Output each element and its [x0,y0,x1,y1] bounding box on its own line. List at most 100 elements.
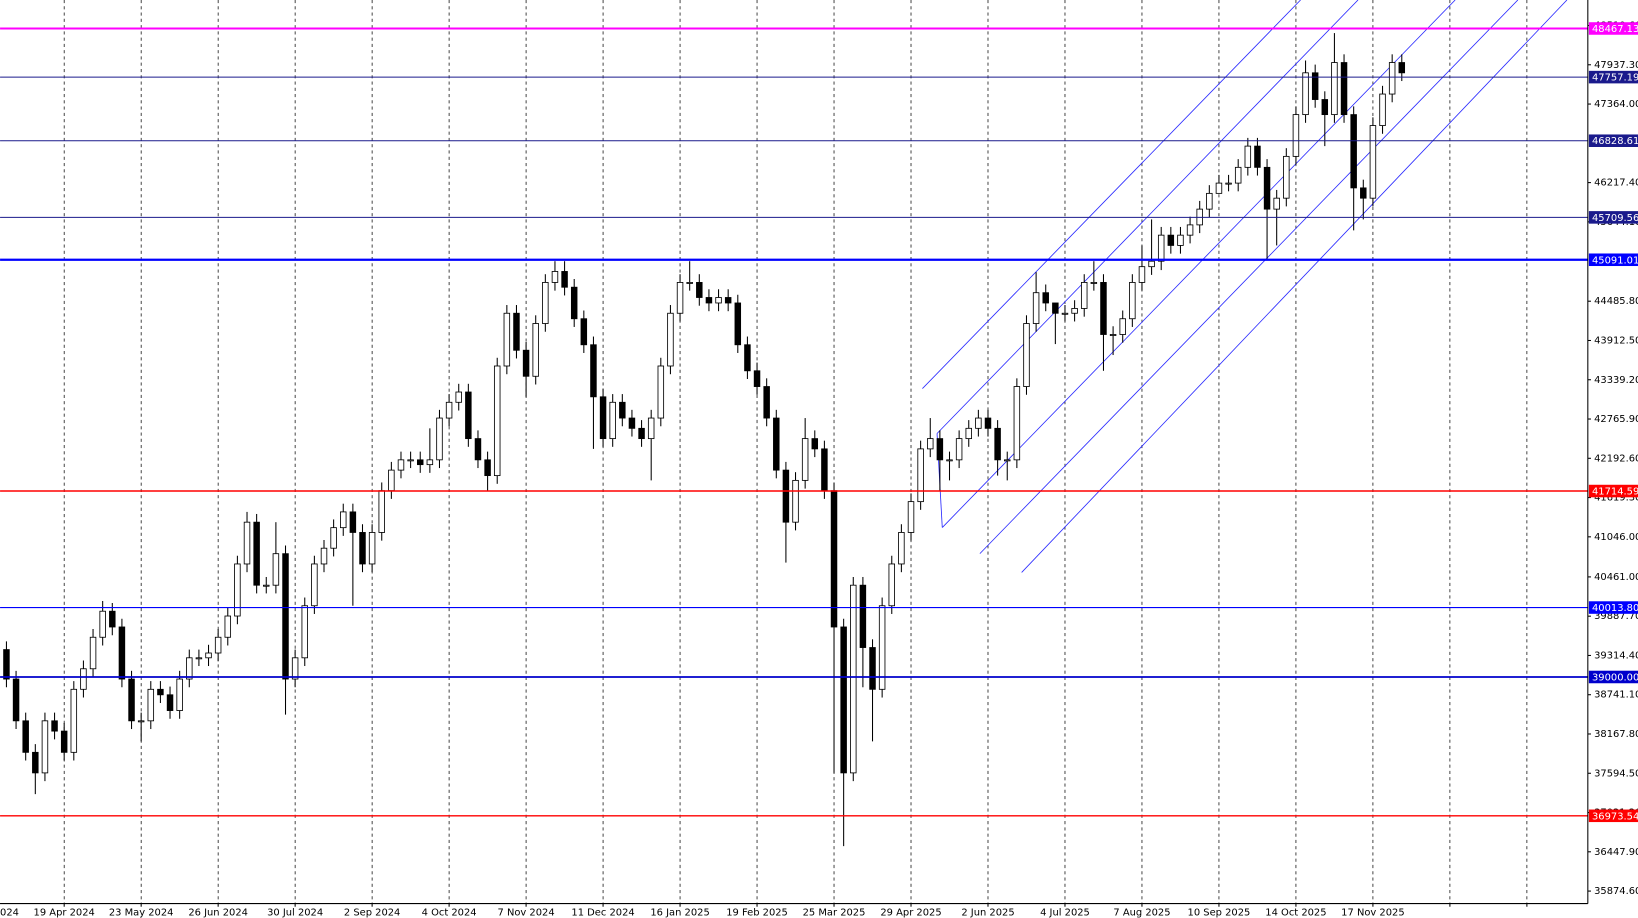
x-tick-label: 14 Oct 2025 [1265,907,1326,918]
level-label: 45709.56 [1592,213,1638,224]
candle-body [1340,62,1348,116]
candle-body [859,584,867,648]
candle-body [1071,308,1078,314]
candle-body [99,610,106,638]
candle-body [955,438,963,461]
grid [63,0,1528,904]
candle-body [378,490,385,533]
candle-body [291,657,299,680]
candle-body [878,605,886,690]
candle-body [647,417,655,440]
candle-body [657,365,665,419]
candle-body [282,553,289,680]
candle-body [426,459,434,466]
candle-body [1273,197,1280,210]
y-tick-label: 38741.10 [1594,690,1638,701]
candle-body [234,563,241,617]
candle-body [782,469,790,523]
candle-body [590,344,597,398]
candle-body [1225,182,1232,185]
candle-body [22,720,29,753]
candle-body [1331,62,1338,116]
candle-body [1263,166,1271,210]
candle-body [214,636,222,654]
candle-body [542,282,549,324]
candle-body [243,521,251,565]
candle-body [1350,114,1357,189]
x-tick-label: 17 Nov 2025 [1341,907,1404,918]
candle-body [628,417,636,429]
candle-body [137,720,145,723]
candle-body [705,297,713,304]
channel-line [979,0,1519,554]
candle-body [166,694,174,711]
candle-body [580,318,588,346]
candle-body [1369,125,1377,199]
x-tick-label: 2 Jun 2025 [961,907,1014,918]
candle-body [898,532,905,565]
candle-body [1148,260,1155,268]
candle-body [1388,62,1396,95]
candle-body [676,282,684,314]
candle-body [195,657,203,660]
channel-line [936,0,1359,434]
candle-body [667,312,674,367]
x-tick-label: 19 Apr 2024 [34,907,95,918]
candle-body [89,636,97,670]
candle-body [465,391,472,440]
candle-body [80,668,87,690]
candle-body [888,563,896,607]
candle-body [3,649,10,680]
candle-body [840,626,847,774]
x-tick-label: 7 Aug 2025 [1113,907,1170,918]
candle-body [41,720,49,774]
candle-body [1032,292,1040,324]
level-label-box [1588,809,1638,823]
candle-body [551,271,559,283]
candle-body [12,678,20,722]
candle-body [1379,93,1386,126]
candle-body [984,417,992,429]
candle-body [1321,99,1329,116]
candle-body [272,553,280,586]
level-label: 47757.19 [1592,73,1638,84]
candle-body [609,401,616,440]
candle-body [474,438,482,461]
candle-body [1302,72,1309,116]
level-label: 36973.54 [1592,811,1638,822]
candle-body [32,751,39,774]
candle-body [157,688,164,696]
candle-body [744,344,751,372]
level-label-box [1588,484,1638,498]
candle-body [416,459,424,466]
candle-body [301,605,308,659]
candle-body [763,386,770,419]
candle-body [936,438,944,461]
candle-body [792,479,799,523]
candle-body [917,448,924,503]
candles [3,33,1406,847]
candle-body [1206,192,1213,210]
candle-body [1292,114,1300,157]
candle-body [801,438,809,481]
candle-body [1360,187,1367,199]
candle-body [811,438,819,450]
y-tick-label: 36447.90 [1594,847,1638,858]
candle-body [522,349,530,377]
candle-body [599,396,607,440]
candle-body [724,297,732,304]
candle-body [51,720,58,732]
x-tick-label: 2 Sep 2024 [344,907,400,918]
candle-body [388,469,395,492]
candle-body [1042,292,1049,304]
x-tick-label: 26 Jun 2024 [188,907,248,918]
x-tick-label: 4 Jul 2025 [1040,907,1090,918]
candle-body [1013,386,1021,461]
candle-body [1119,318,1126,335]
y-tick-label: 41619.30 [1594,493,1638,504]
candle-body [1138,266,1146,283]
level-label: 40013.80 [1592,603,1638,614]
candle-body [186,657,193,680]
